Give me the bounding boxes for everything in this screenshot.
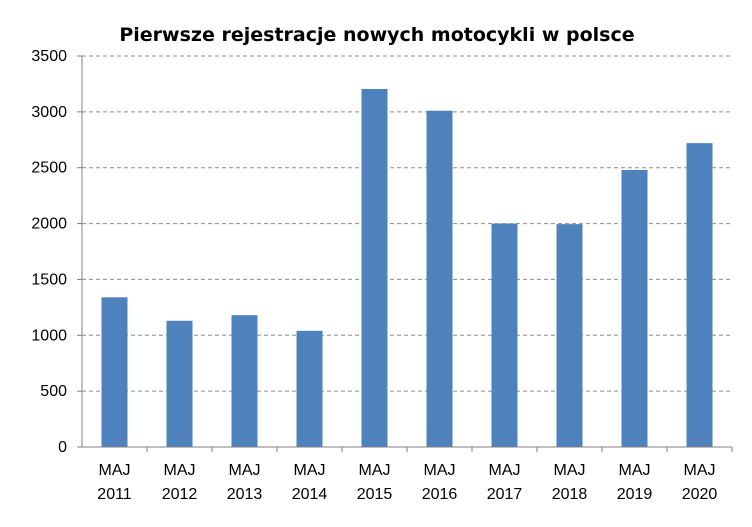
bar-5 xyxy=(426,110,453,448)
x-tick-label: MAJ xyxy=(229,462,261,479)
y-axis-ticks: 0 500 1000 1500 2000 2500 3000 3500 xyxy=(31,48,82,456)
x-tick-label: MAJ xyxy=(164,462,196,479)
bar-8 xyxy=(621,169,648,447)
x-tick-label: 2013 xyxy=(227,486,263,503)
y-tick-label: 500 xyxy=(40,383,67,400)
bar-4 xyxy=(361,88,388,447)
y-tick-label: 1000 xyxy=(31,327,67,344)
bar-7 xyxy=(556,224,583,447)
x-tick-label: 2019 xyxy=(617,486,653,503)
y-tick-label: 3500 xyxy=(31,48,67,65)
y-tick-label: 2500 xyxy=(31,160,67,177)
y-tick-label: 0 xyxy=(58,439,67,456)
x-tick-label: 2020 xyxy=(682,486,718,503)
x-tick-label: 2016 xyxy=(422,486,458,503)
x-tick-label: MAJ xyxy=(359,462,391,479)
x-axis-ticks: MAJ 2011 MAJ 2012 MAJ 2013 MAJ 2014 MAJ 2015 MAJ 20… xyxy=(97,447,733,503)
y-tick-label: 2000 xyxy=(31,216,67,233)
x-tick-label: MAJ xyxy=(294,462,326,479)
x-tick-label: MAJ xyxy=(554,462,586,479)
y-tick-label: 3000 xyxy=(31,104,67,121)
x-tick-label: 2018 xyxy=(552,486,588,503)
bar-0 xyxy=(101,297,128,447)
bar-9 xyxy=(686,143,713,447)
chart-title: Pierwsze rejestracje nowych motocykli w … xyxy=(119,24,634,46)
bar-2 xyxy=(231,315,258,447)
bar-6 xyxy=(491,223,518,447)
y-tick-label: 1500 xyxy=(31,271,67,288)
x-tick-label: 2011 xyxy=(97,486,132,503)
bar-1 xyxy=(166,320,193,447)
x-tick-label: 2015 xyxy=(357,486,393,503)
x-tick-label: 2012 xyxy=(162,486,198,503)
x-tick-label: MAJ xyxy=(424,462,456,479)
x-tick-label: 2014 xyxy=(292,486,328,503)
x-tick-label: MAJ xyxy=(684,462,716,479)
x-tick-label: MAJ xyxy=(489,462,521,479)
x-tick-label: MAJ xyxy=(619,462,651,479)
bar-3 xyxy=(296,330,323,447)
x-tick-label: MAJ xyxy=(99,462,131,479)
x-tick-label: 2017 xyxy=(487,486,523,503)
bars xyxy=(101,88,713,448)
